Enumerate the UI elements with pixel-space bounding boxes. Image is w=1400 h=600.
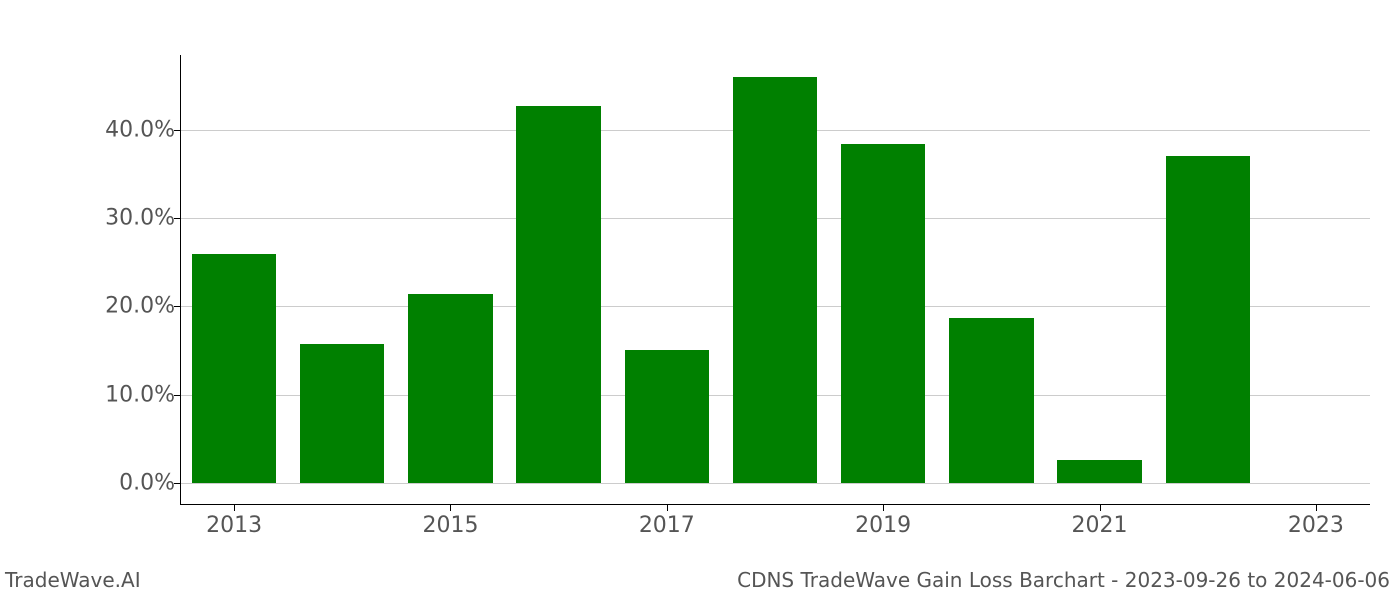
bar [1166,156,1250,483]
y-axis-line [180,55,181,505]
bar [408,294,492,483]
bar [300,344,384,483]
bar [625,350,709,483]
y-tick-mark [174,130,180,131]
x-axis-line [180,504,1370,505]
bar [1057,460,1141,483]
x-tick-label: 2013 [206,513,262,538]
y-tick-mark [174,395,180,396]
y-tick-mark [174,306,180,307]
bar [733,77,817,483]
x-tick-label: 2019 [855,513,911,538]
x-tick-label: 2023 [1288,513,1344,538]
bar [841,144,925,483]
x-tick-mark [450,505,451,511]
x-tick-mark [667,505,668,511]
y-tick-label: 10.0% [105,382,175,407]
bar [516,106,600,483]
x-tick-mark [1100,505,1101,511]
x-tick-mark [234,505,235,511]
y-tick-mark [174,483,180,484]
x-tick-mark [883,505,884,511]
footer-brand: TradeWave.AI [5,568,141,592]
x-tick-mark [1316,505,1317,511]
y-tick-label: 30.0% [105,206,175,231]
gridline [180,483,1370,484]
x-tick-label: 2015 [422,513,478,538]
y-tick-label: 40.0% [105,118,175,143]
chart-plot-area [180,55,1370,505]
bar [949,318,1033,483]
footer-caption: CDNS TradeWave Gain Loss Barchart - 2023… [737,568,1390,592]
x-tick-label: 2017 [639,513,695,538]
y-tick-label: 0.0% [119,470,175,495]
bar [192,254,276,483]
y-tick-label: 20.0% [105,294,175,319]
x-tick-label: 2021 [1072,513,1128,538]
y-tick-mark [174,218,180,219]
